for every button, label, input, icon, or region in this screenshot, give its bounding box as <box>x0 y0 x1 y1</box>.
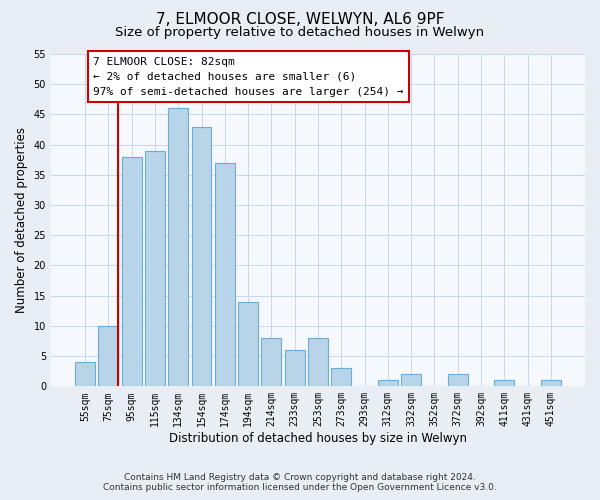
Bar <box>98 326 118 386</box>
Bar <box>378 380 398 386</box>
Y-axis label: Number of detached properties: Number of detached properties <box>15 127 28 313</box>
X-axis label: Distribution of detached houses by size in Welwyn: Distribution of detached houses by size … <box>169 432 467 445</box>
Bar <box>75 362 95 386</box>
Bar <box>541 380 561 386</box>
Bar <box>285 350 305 387</box>
Bar <box>215 163 235 386</box>
Bar <box>145 150 165 386</box>
Bar <box>238 302 258 386</box>
Text: Contains HM Land Registry data © Crown copyright and database right 2024.
Contai: Contains HM Land Registry data © Crown c… <box>103 473 497 492</box>
Bar <box>448 374 467 386</box>
Bar <box>331 368 351 386</box>
Bar <box>169 108 188 386</box>
Text: 7 ELMOOR CLOSE: 82sqm
← 2% of detached houses are smaller (6)
97% of semi-detach: 7 ELMOOR CLOSE: 82sqm ← 2% of detached h… <box>93 57 404 96</box>
Text: Size of property relative to detached houses in Welwyn: Size of property relative to detached ho… <box>115 26 485 39</box>
Bar <box>191 126 211 386</box>
Bar <box>122 156 142 386</box>
Text: 7, ELMOOR CLOSE, WELWYN, AL6 9PF: 7, ELMOOR CLOSE, WELWYN, AL6 9PF <box>156 12 444 28</box>
Bar <box>401 374 421 386</box>
Bar <box>262 338 281 386</box>
Bar <box>308 338 328 386</box>
Bar <box>494 380 514 386</box>
